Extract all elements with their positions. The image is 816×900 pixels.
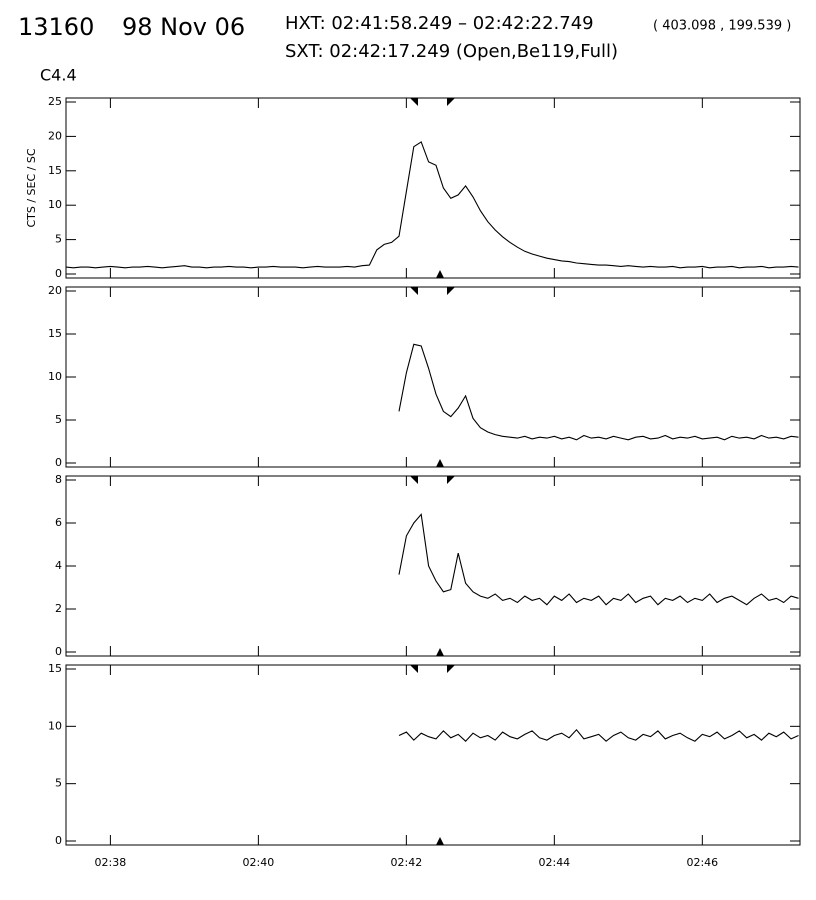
hxt-end-marker: [447, 665, 455, 673]
y-tick-label: 15: [48, 164, 62, 177]
y-tick-label: 5: [55, 777, 62, 790]
hxt-start-marker: [410, 476, 418, 484]
y-tick-label: 4: [55, 559, 62, 572]
hxt-start-marker: [410, 665, 418, 673]
y-tick-label: 0: [55, 456, 62, 469]
hxt-start-marker: [410, 98, 418, 106]
y-tick-label: 0: [55, 645, 62, 658]
light-curve: [398, 343, 799, 441]
x-tick-label: 02:46: [686, 856, 718, 869]
event-number: 13160: [18, 13, 94, 41]
hxt-end-marker: [447, 476, 455, 484]
y-tick-label: 20: [48, 284, 62, 297]
light-curve: [398, 728, 799, 742]
x-tick-label: 02:44: [538, 856, 570, 869]
x-tick-label: 02:42: [391, 856, 423, 869]
panel-frame: [65, 97, 801, 279]
x-tick-label: 02:40: [243, 856, 275, 869]
y-tick-label: 10: [48, 719, 62, 732]
y-tick-label: 6: [55, 516, 62, 529]
sxt-marker: [436, 459, 444, 467]
y-tick-label: 15: [48, 662, 62, 675]
coordinates: ( 403.098 , 199.539 ): [653, 19, 791, 34]
x-tick-label: 02:38: [95, 856, 127, 869]
hxt-end-marker: [447, 287, 455, 295]
hxt-start-marker: [410, 287, 418, 295]
y-axis-label: CTS / SEC / SC: [25, 148, 38, 227]
sxt-time: SXT: 02:42:17.249 (Open,Be119,Full): [285, 41, 618, 62]
y-tick-label: 10: [48, 198, 62, 211]
hxt-time: HXT: 02:41:58.249 – 02:42:22.749: [285, 13, 594, 34]
y-tick-label: 0: [55, 267, 62, 280]
date: 98 Nov 06: [122, 13, 245, 41]
y-tick-label: 8: [55, 473, 62, 486]
y-tick-label: 0: [55, 834, 62, 847]
y-tick-label: 5: [55, 413, 62, 426]
y-tick-label: 5: [55, 233, 62, 246]
sxt-marker: [436, 837, 444, 845]
hxt-end-marker: [447, 98, 455, 106]
y-tick-label: 25: [48, 95, 62, 108]
y-tick-label: 15: [48, 327, 62, 340]
goes-class: C4.4: [40, 66, 77, 85]
y-tick-label: 20: [48, 129, 62, 142]
sxt-marker: [436, 648, 444, 656]
y-tick-label: 10: [48, 370, 62, 383]
light-curve: [398, 513, 799, 606]
sxt-marker: [436, 270, 444, 278]
y-tick-label: 2: [55, 602, 62, 615]
light-curve: [65, 141, 799, 269]
panel-frame: [65, 664, 801, 846]
